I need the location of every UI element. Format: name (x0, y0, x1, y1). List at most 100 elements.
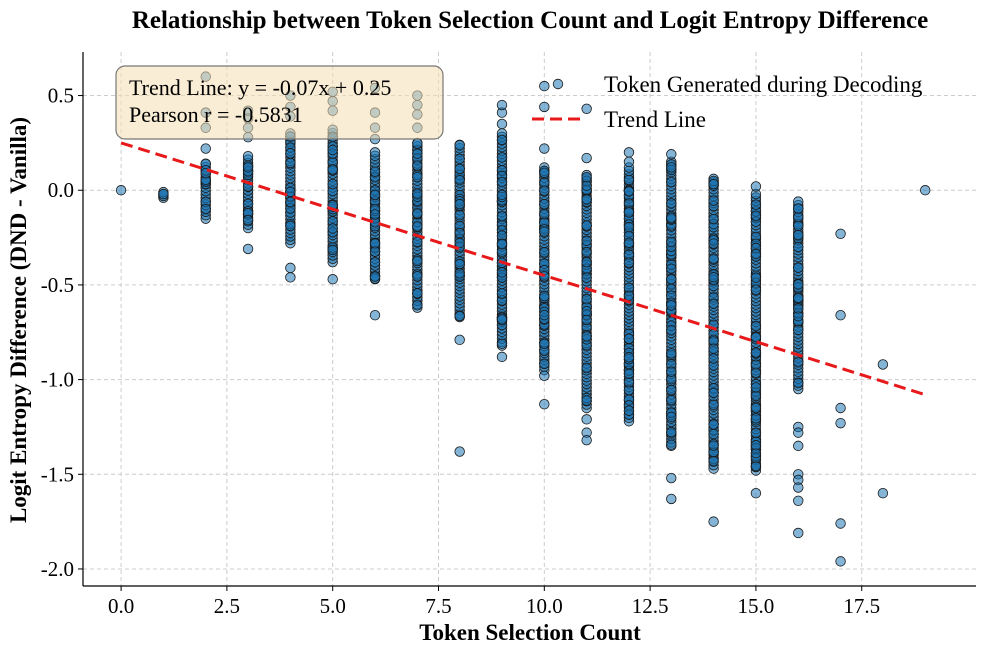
data-point (285, 148, 296, 159)
data-point (327, 223, 338, 234)
data-point (750, 382, 762, 393)
data-point (835, 518, 846, 529)
data-point (835, 556, 846, 567)
data-point (708, 440, 719, 451)
y-tick-label: -2.0 (41, 557, 74, 581)
data-point (327, 178, 338, 190)
data-point (581, 414, 592, 425)
data-point (835, 402, 846, 414)
data-point (539, 80, 550, 92)
data-point (750, 248, 762, 260)
legend-scatter-label: Token Generated during Decoding (604, 72, 923, 97)
data-point (623, 156, 635, 168)
data-point (158, 188, 169, 200)
annotation-box-background (115, 65, 444, 140)
y-axis-label: Logit Entropy Difference (DND - Vanilla) (6, 117, 31, 523)
data-point (666, 426, 677, 438)
data-point (412, 160, 423, 171)
data-point (412, 236, 423, 248)
data-point (496, 267, 508, 278)
data-point (750, 413, 762, 424)
data-point (666, 325, 677, 336)
data-point (793, 229, 804, 241)
y-tick-label: -1.5 (41, 462, 74, 486)
data-point (454, 198, 465, 210)
data-point (496, 177, 508, 188)
data-point (708, 387, 719, 399)
data-point (920, 185, 931, 196)
data-point (793, 527, 804, 539)
data-point (708, 272, 719, 283)
data-point (454, 446, 465, 457)
data-point (454, 258, 465, 270)
data-point (708, 428, 719, 440)
data-point (793, 203, 804, 214)
x-tick-label: 5.0 (320, 594, 346, 618)
data-point (581, 362, 592, 374)
data-point (539, 247, 550, 258)
data-point (115, 185, 127, 196)
data-point (623, 221, 635, 233)
data-point (369, 246, 381, 257)
data-point (581, 172, 592, 183)
x-tick-label: 10.0 (526, 594, 563, 618)
data-point (623, 352, 635, 363)
data-point (539, 226, 550, 237)
y-tick-label: 0.5 (48, 84, 74, 108)
data-point (369, 189, 381, 201)
data-point (708, 353, 719, 364)
data-point (708, 179, 719, 190)
data-point (793, 211, 804, 223)
data-point (793, 440, 804, 452)
data-point (750, 284, 762, 295)
x-tick-label: 15.0 (738, 594, 775, 618)
x-tick-label: 2.5 (214, 594, 240, 618)
data-point (369, 257, 381, 268)
y-tick-label: 0.0 (48, 178, 74, 202)
data-point (285, 186, 296, 198)
data-point (708, 213, 719, 225)
data-point (623, 333, 635, 344)
data-point (708, 298, 719, 310)
data-point (412, 288, 423, 299)
legend: Token Generated during Decoding Trend Li… (532, 72, 923, 132)
data-point (327, 274, 338, 285)
data-point (666, 300, 677, 311)
data-point (539, 185, 550, 196)
data-point (708, 419, 719, 430)
data-point (454, 163, 465, 175)
data-point (666, 212, 677, 223)
data-point (412, 300, 423, 311)
data-point (581, 434, 592, 446)
data-point (623, 174, 635, 186)
data-point (539, 309, 550, 321)
data-point (623, 257, 635, 268)
annotation-box: Trend Line: y = -0.07x + 0.25 Pearson r … (115, 65, 444, 140)
data-point (750, 199, 762, 210)
data-point (666, 472, 677, 484)
data-point (539, 167, 550, 178)
data-point (666, 176, 677, 188)
data-point (454, 140, 465, 151)
data-point (793, 427, 804, 438)
data-point (793, 262, 804, 273)
data-point (539, 143, 550, 154)
data-point (581, 103, 592, 115)
data-point (369, 166, 381, 177)
data-point (285, 220, 296, 232)
data-point (581, 331, 592, 342)
data-point (412, 208, 423, 219)
data-point (242, 162, 254, 173)
data-point (835, 310, 846, 321)
data-point (835, 417, 846, 429)
data-point (666, 274, 677, 285)
data-point (750, 272, 762, 283)
data-point (285, 272, 296, 283)
data-point (242, 243, 254, 255)
data-point (581, 306, 592, 317)
scatter-points (115, 71, 931, 567)
data-point (793, 357, 804, 368)
data-point (496, 118, 508, 130)
data-point (412, 221, 423, 232)
axes (82, 52, 976, 587)
